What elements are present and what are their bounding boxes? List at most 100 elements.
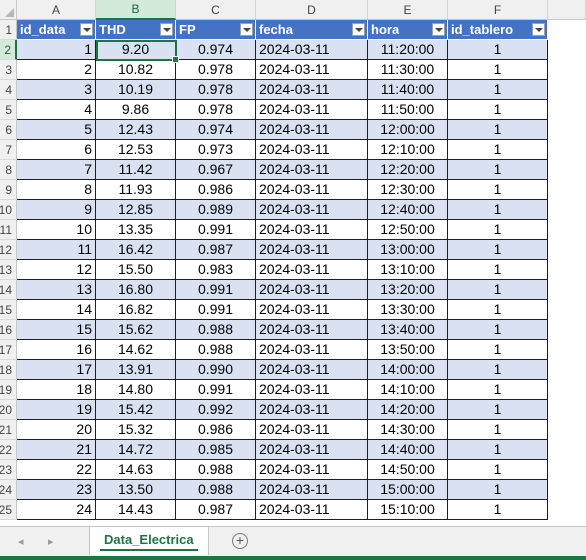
cell-fecha[interactable]: 2024-03-11: [256, 220, 368, 240]
filter-dropdown-icon[interactable]: [80, 23, 93, 36]
cell-id-tablero[interactable]: 1: [448, 140, 548, 160]
cell-id-tablero[interactable]: 1: [448, 460, 548, 480]
cell-fp[interactable]: 0.986: [176, 180, 256, 200]
cell-fp[interactable]: 0.991: [176, 220, 256, 240]
cell-hora[interactable]: 14:10:00: [368, 380, 448, 400]
column-header-d[interactable]: D: [256, 0, 368, 20]
cell-fp[interactable]: 0.978: [176, 60, 256, 80]
cell-thd[interactable]: 9.86: [96, 100, 176, 120]
header-cell-id-tablero[interactable]: id_tablero: [448, 20, 548, 40]
filter-dropdown-icon[interactable]: [160, 23, 173, 36]
cell-fp[interactable]: 0.973: [176, 140, 256, 160]
header-cell-fp[interactable]: FP: [176, 20, 256, 40]
cell-id-data[interactable]: 22: [17, 460, 96, 480]
cell-id-tablero[interactable]: 1: [448, 400, 548, 420]
cell-id-tablero[interactable]: 1: [448, 80, 548, 100]
cell-hora[interactable]: 11:40:00: [368, 80, 448, 100]
cell-thd[interactable]: 14.72: [96, 440, 176, 460]
row-header[interactable]: 13: [0, 260, 17, 280]
cell-id-tablero[interactable]: 1: [448, 40, 548, 60]
cell-id-data[interactable]: 21: [17, 440, 96, 460]
cell-thd[interactable]: 15.32: [96, 420, 176, 440]
cell-hora[interactable]: 14:40:00: [368, 440, 448, 460]
cell-hora[interactable]: 13:00:00: [368, 240, 448, 260]
row-header[interactable]: 16: [0, 320, 17, 340]
cell-fp[interactable]: 0.983: [176, 260, 256, 280]
row-header[interactable]: 8: [0, 160, 17, 180]
cell-fp[interactable]: 0.988: [176, 340, 256, 360]
cell-id-data[interactable]: 18: [17, 380, 96, 400]
cell-id-tablero[interactable]: 1: [448, 180, 548, 200]
cell-id-data[interactable]: 5: [17, 120, 96, 140]
cell-fp[interactable]: 0.978: [176, 100, 256, 120]
select-all-corner[interactable]: [0, 0, 17, 20]
cell-hora[interactable]: 13:40:00: [368, 320, 448, 340]
scroll-tabs-right-icon[interactable]: ▸: [48, 536, 54, 548]
row-header[interactable]: 25: [0, 500, 17, 520]
cell-fecha[interactable]: 2024-03-11: [256, 180, 368, 200]
header-cell-hora[interactable]: hora: [368, 20, 448, 40]
cell-fecha[interactable]: 2024-03-11: [256, 340, 368, 360]
row-header[interactable]: 1: [0, 20, 17, 40]
row-header[interactable]: 3: [0, 60, 17, 80]
cell-thd[interactable]: 12.85: [96, 200, 176, 220]
cell-id-data[interactable]: 24: [17, 500, 96, 520]
cell-id-data[interactable]: 1: [17, 40, 96, 60]
filter-dropdown-icon[interactable]: [432, 23, 445, 36]
column-header-a[interactable]: A: [17, 0, 96, 20]
cell-id-data[interactable]: 6: [17, 140, 96, 160]
row-header[interactable]: 12: [0, 240, 17, 260]
cell-id-data[interactable]: 14: [17, 300, 96, 320]
cell-fp[interactable]: 0.991: [176, 300, 256, 320]
cell-id-data[interactable]: 19: [17, 400, 96, 420]
cell-hora[interactable]: 14:30:00: [368, 420, 448, 440]
row-header[interactable]: 6: [0, 120, 17, 140]
cell-thd[interactable]: 16.82: [96, 300, 176, 320]
cell-hora[interactable]: 15:10:00: [368, 500, 448, 520]
cell-id-tablero[interactable]: 1: [448, 240, 548, 260]
cell-thd[interactable]: 12.53: [96, 140, 176, 160]
cell-fp[interactable]: 0.987: [176, 500, 256, 520]
cell-fp[interactable]: 0.978: [176, 80, 256, 100]
cell-id-data[interactable]: 17: [17, 360, 96, 380]
cell-id-data[interactable]: 7: [17, 160, 96, 180]
cell-fecha[interactable]: 2024-03-11: [256, 360, 368, 380]
cell-thd[interactable]: 13.35: [96, 220, 176, 240]
cell-hora[interactable]: 12:30:00: [368, 180, 448, 200]
cell-hora[interactable]: 15:00:00: [368, 480, 448, 500]
row-header[interactable]: 20: [0, 400, 17, 420]
cell-fecha[interactable]: 2024-03-11: [256, 460, 368, 480]
cell-hora[interactable]: 12:40:00: [368, 200, 448, 220]
header-cell-thd[interactable]: THD: [96, 20, 176, 40]
cell-thd[interactable]: 12.43: [96, 120, 176, 140]
cell-id-data[interactable]: 9: [17, 200, 96, 220]
cell-fp[interactable]: 0.988: [176, 320, 256, 340]
cell-thd[interactable]: 10.82: [96, 60, 176, 80]
cell-id-tablero[interactable]: 1: [448, 200, 548, 220]
cell-fecha[interactable]: 2024-03-11: [256, 200, 368, 220]
cell-hora[interactable]: 12:50:00: [368, 220, 448, 240]
cell-id-tablero[interactable]: 1: [448, 260, 548, 280]
cell-id-tablero[interactable]: 1: [448, 120, 548, 140]
cell-hora[interactable]: 13:20:00: [368, 280, 448, 300]
cell-fecha[interactable]: 2024-03-11: [256, 160, 368, 180]
cell-hora[interactable]: 11:50:00: [368, 100, 448, 120]
row-header[interactable]: 9: [0, 180, 17, 200]
column-header-e[interactable]: E: [368, 0, 448, 20]
filter-dropdown-icon[interactable]: [240, 23, 253, 36]
cell-id-data[interactable]: 12: [17, 260, 96, 280]
cell-fecha[interactable]: 2024-03-11: [256, 380, 368, 400]
cell-id-data[interactable]: 15: [17, 320, 96, 340]
cell-thd[interactable]: 14.43: [96, 500, 176, 520]
cell-hora[interactable]: 13:30:00: [368, 300, 448, 320]
cell-id-data[interactable]: 16: [17, 340, 96, 360]
cell-fecha[interactable]: 2024-03-11: [256, 300, 368, 320]
cell-fecha[interactable]: 2024-03-11: [256, 420, 368, 440]
filter-dropdown-icon[interactable]: [352, 23, 365, 36]
row-header[interactable]: 7: [0, 140, 17, 160]
column-header-f[interactable]: F: [448, 0, 548, 20]
cell-id-tablero[interactable]: 1: [448, 480, 548, 500]
cell-fp[interactable]: 0.987: [176, 240, 256, 260]
column-header-c[interactable]: C: [176, 0, 256, 20]
cell-fp[interactable]: 0.974: [176, 120, 256, 140]
